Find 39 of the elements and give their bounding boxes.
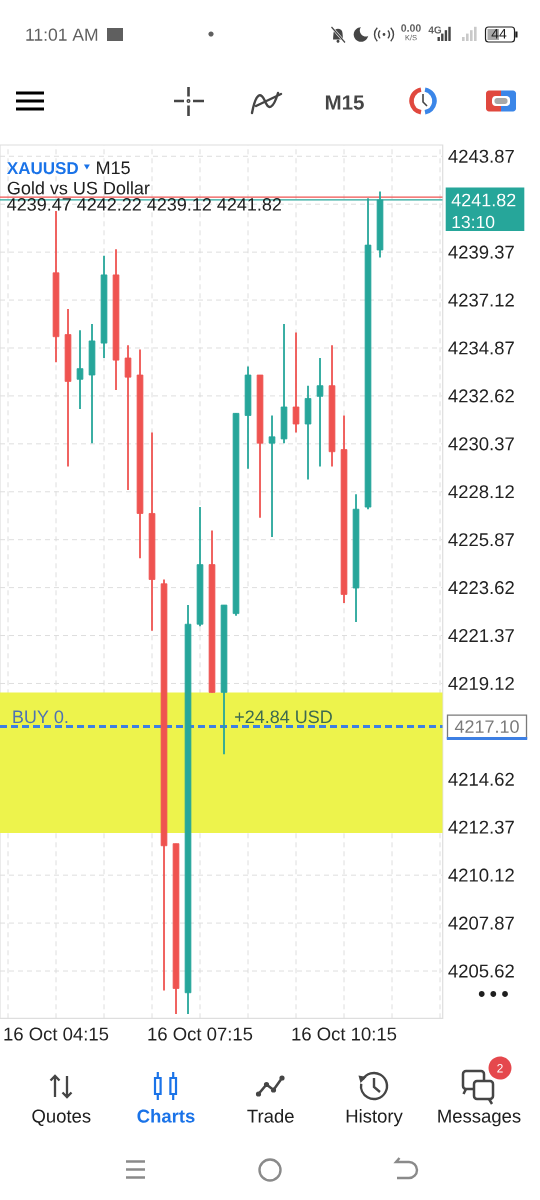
y-tick-label: 4230.37 (448, 437, 514, 451)
ref-line-label: 4217.10 (454, 720, 519, 733)
y-tick-label: 4207.87 (448, 916, 514, 930)
text: Messages (438, 1109, 521, 1127)
annotation: 4239.47 4242.22 4239.12 4241.82 (7, 198, 281, 211)
y-tick-label: 4232.62 (448, 389, 514, 403)
annotation: BUY 0. (13, 710, 68, 724)
text: Charts (137, 1109, 195, 1123)
y-tick-label: 4243.87 (448, 149, 514, 163)
x-tick-label: 16 Oct 04:15 (4, 1027, 109, 1041)
text: XAUUSD (7, 162, 78, 175)
text: 0.00 (401, 24, 421, 32)
x-tick-label: 16 Oct 10:15 (292, 1027, 397, 1041)
annotation: +24.84 USD (235, 710, 332, 724)
y-tick-label: 4212.37 (448, 820, 514, 834)
y-tick-label: 4239.37 (448, 245, 514, 259)
y-tick-label: 4237.12 (448, 293, 514, 307)
ref-line-label: 4241.82 (451, 193, 516, 207)
text: 44 (491, 28, 507, 39)
y-tick-label: 4225.87 (448, 533, 514, 547)
text: 13:10 (452, 215, 495, 229)
text: Gold vs US Dollar (7, 181, 150, 195)
y-tick-label: 4223.62 (448, 581, 514, 595)
y-tick-label: 4221.37 (448, 628, 514, 643)
text: 11:01 AM (26, 28, 98, 41)
y-tick-label: 4219.12 (448, 676, 514, 691)
x-tick-label: 16 Oct 07:15 (148, 1027, 253, 1041)
text: M15 (325, 95, 364, 110)
text: Trade (247, 1109, 294, 1123)
y-tick-label: 4234.87 (448, 341, 514, 355)
text: 4G (428, 26, 442, 34)
y-tick-label: 4210.12 (448, 868, 514, 882)
annotation: M15 (97, 161, 130, 175)
text: History (346, 1109, 403, 1127)
text: Quotes (32, 1109, 91, 1126)
text: 2 (497, 1064, 503, 1073)
y-tick-label: 4214.62 (448, 772, 514, 786)
y-tick-label: 4228.12 (448, 485, 514, 499)
y-tick-label: 4205.62 (448, 964, 514, 978)
